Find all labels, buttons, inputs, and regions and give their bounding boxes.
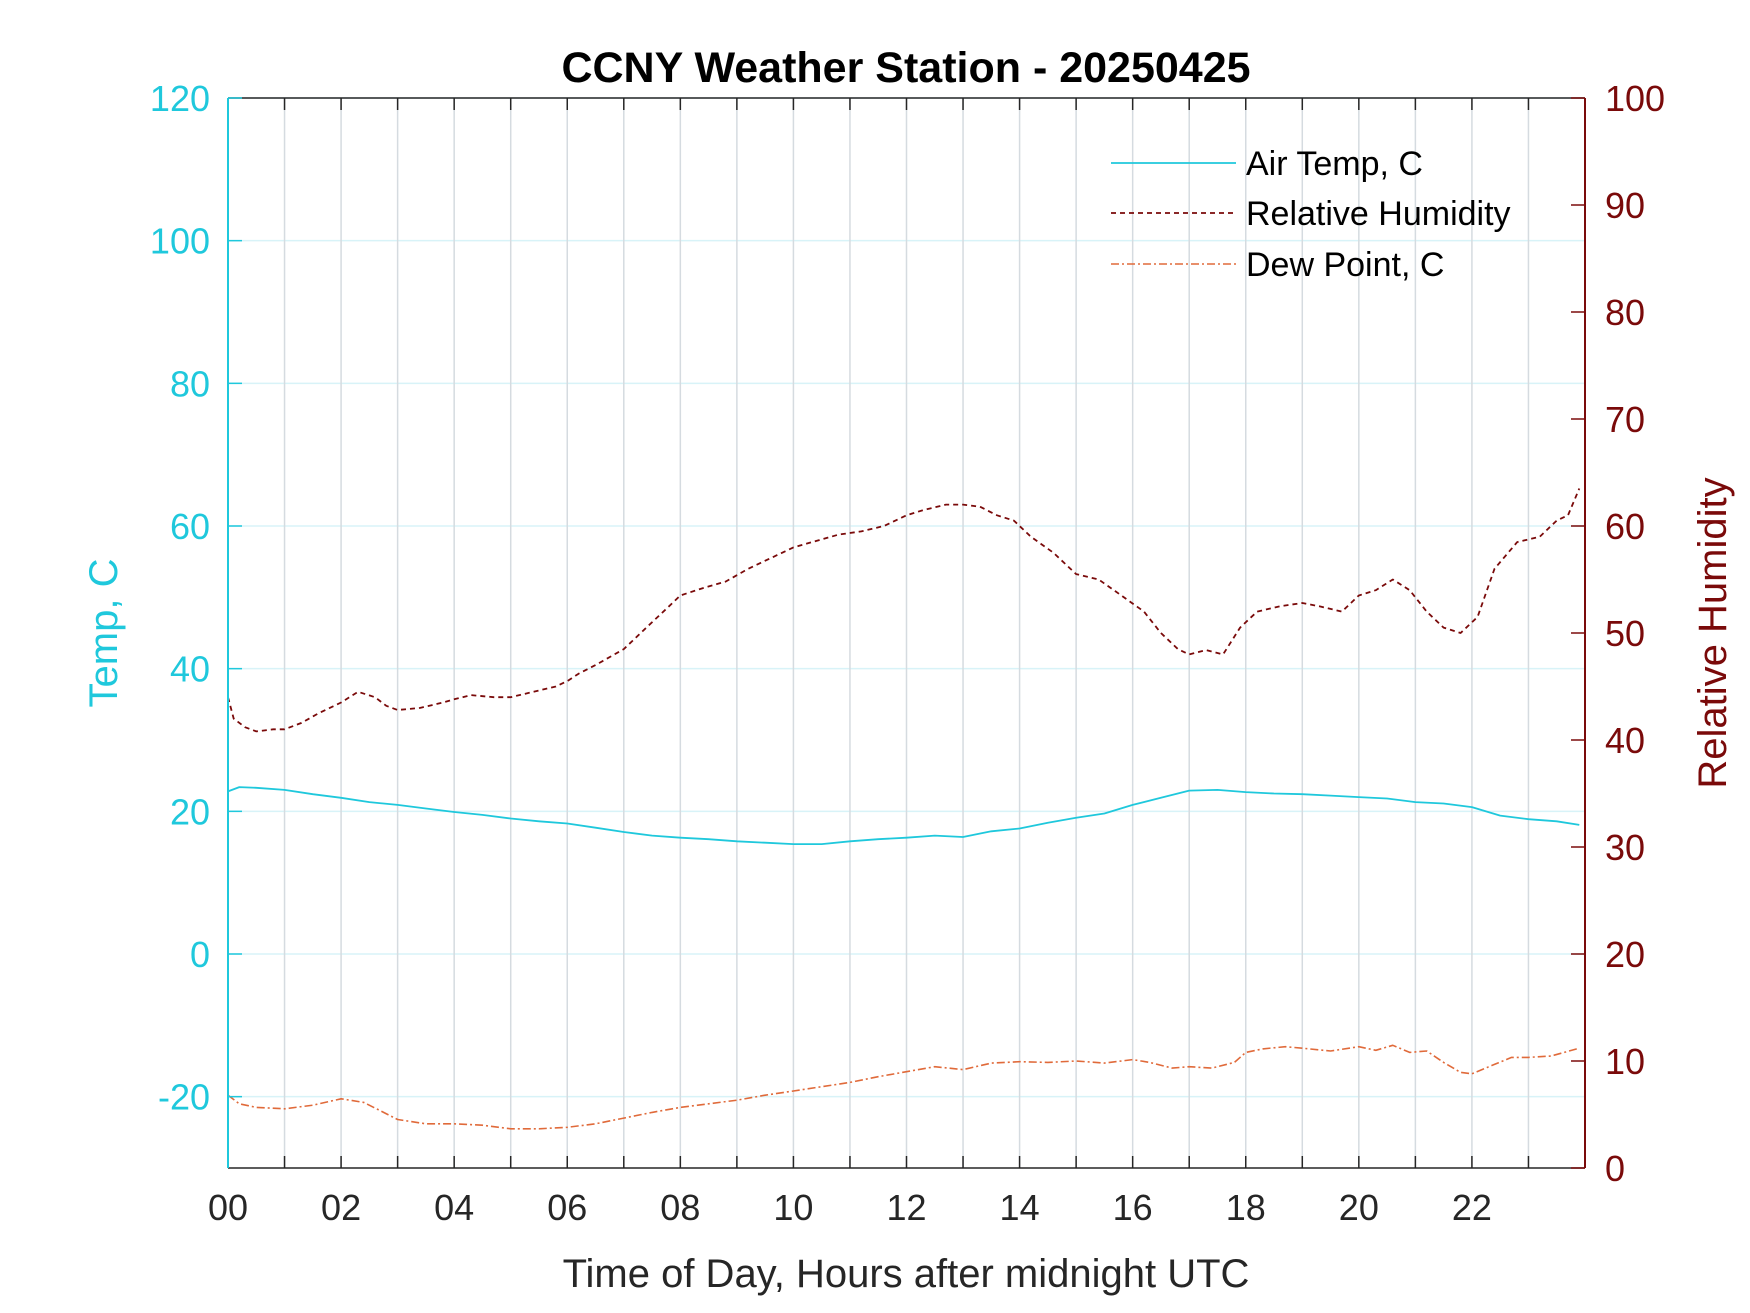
x-tick-label: 20 [1339, 1187, 1379, 1228]
y-right-tick-label: 20 [1605, 934, 1645, 975]
series-line-relative-humidity [227, 488, 1581, 733]
x-tick-label: 04 [434, 1187, 474, 1228]
legend: Air Temp, C Relative Humidity Dew Point,… [1111, 145, 1511, 284]
tick-labels: 00 02 04 06 08 10 12 14 16 18 20 22-200204060801001… [150, 78, 1665, 1228]
y-right-tick-label: 10 [1605, 1041, 1645, 1082]
y-left-tick-label: 60 [170, 506, 210, 547]
x-tick-label: 02 [321, 1187, 361, 1228]
y-left-axis-label: Temp, C [82, 559, 126, 708]
x-tick-label: 14 [1000, 1187, 1040, 1228]
x-axis-label: Time of Day, Hours after midnight UTC [563, 1252, 1250, 1296]
x-tick-label: 22 [1452, 1187, 1492, 1228]
series-line-air-temp [227, 786, 1580, 845]
y-left-tick-label: 80 [170, 363, 210, 404]
y-right-tick-label: 0 [1605, 1148, 1625, 1189]
y-right-axis-label: Relative Humidity [1691, 477, 1735, 788]
x-tick-label: 16 [1113, 1187, 1153, 1228]
chart-title: CCNY Weather Station - 20250425 [561, 44, 1250, 92]
x-tick-label: 12 [886, 1187, 926, 1228]
y-right-tick-label: 100 [1605, 78, 1665, 119]
y-left-tick-label: 40 [170, 649, 210, 690]
y-left-tick-label: 20 [170, 791, 210, 832]
y-left-tick-label: -20 [158, 1077, 210, 1118]
series-line-dew-point [227, 1044, 1580, 1130]
y-right-tick-label: 80 [1605, 292, 1645, 333]
y-right-tick-label: 30 [1605, 827, 1645, 868]
legend-label-air-temp: Air Temp, C [1246, 145, 1423, 183]
y-right-tick-label: 60 [1605, 506, 1645, 547]
x-tick-label: 10 [773, 1187, 813, 1228]
y-right-tick-label: 90 [1605, 185, 1645, 226]
y-right-tick-label: 50 [1605, 613, 1645, 654]
x-tick-label: 08 [660, 1187, 700, 1228]
legend-label-relative-humidity: Relative Humidity [1246, 195, 1511, 233]
x-tick-label: 06 [547, 1187, 587, 1228]
y-left-tick-label: 120 [150, 78, 210, 119]
legend-label-dew-point: Dew Point, C [1246, 246, 1444, 284]
axes [227, 97, 1586, 1169]
y-left-tick-label: 0 [190, 934, 210, 975]
series-group [227, 488, 1581, 1130]
y-right-tick-label: 70 [1605, 399, 1645, 440]
x-tick-label: 18 [1226, 1187, 1266, 1228]
x-tick-label: 00 [208, 1187, 248, 1228]
y-right-tick-label: 40 [1605, 720, 1645, 761]
y-left-tick-label: 100 [150, 221, 210, 262]
